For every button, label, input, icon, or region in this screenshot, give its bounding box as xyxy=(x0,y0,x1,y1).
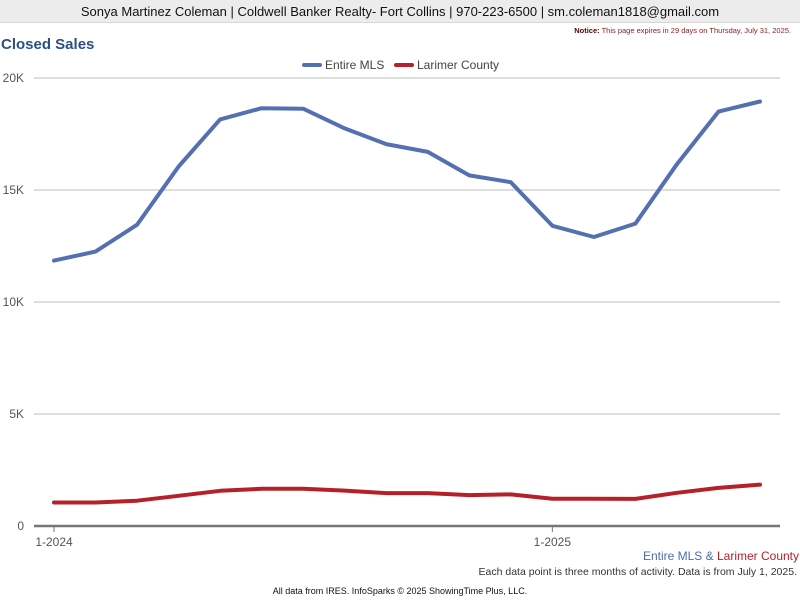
data-note: Each data point is three months of activ… xyxy=(478,566,797,578)
y-tick-label: 15K xyxy=(3,183,24,197)
series-line-entire-mls xyxy=(52,99,762,263)
series-caption: Entire MLS & Larimer County xyxy=(643,549,799,563)
closed-sales-chart: 0 5K 10K 15K 20K 1-2024 1-2025 Entire MLS Larime… xyxy=(0,50,800,555)
expiry-notice: Notice: This page expires in 29 days on … xyxy=(574,26,791,35)
contact-line: Sonya Martinez Coleman | Coldwell Banker… xyxy=(80,3,720,19)
caption-ampersand: & xyxy=(702,549,717,563)
caption-series-larimer-county: Larimer County xyxy=(716,549,799,563)
x-tick-label: 1-2025 xyxy=(534,535,572,549)
y-tick-label: 0 xyxy=(17,519,24,533)
credits: All data from IRES. InfoSparks © 2025 Sh… xyxy=(272,586,528,596)
legend-label-entire-mls: Entire MLS xyxy=(325,58,384,72)
notice-label: Notice: xyxy=(574,26,600,35)
y-tick-label: 5K xyxy=(9,407,24,421)
page-title: Closed Sales xyxy=(1,36,95,53)
x-tick-label: 1-2024 xyxy=(35,535,73,549)
legend-label-larimer-county: Larimer County xyxy=(417,58,499,72)
notice-text: This page expires in 29 days on Thursday… xyxy=(601,26,791,35)
contact-header: Sonya Martinez Coleman | Coldwell Banker… xyxy=(0,0,800,23)
chart-svg: 0 5K 10K 15K 20K 1-2024 1-2025 Entire MLS Larime… xyxy=(3,58,780,549)
caption-series-entire-mls: Entire MLS xyxy=(642,549,703,563)
y-tick-label: 20K xyxy=(3,71,24,85)
y-tick-label: 10K xyxy=(3,295,24,309)
series-line-larimer-county xyxy=(52,482,762,505)
